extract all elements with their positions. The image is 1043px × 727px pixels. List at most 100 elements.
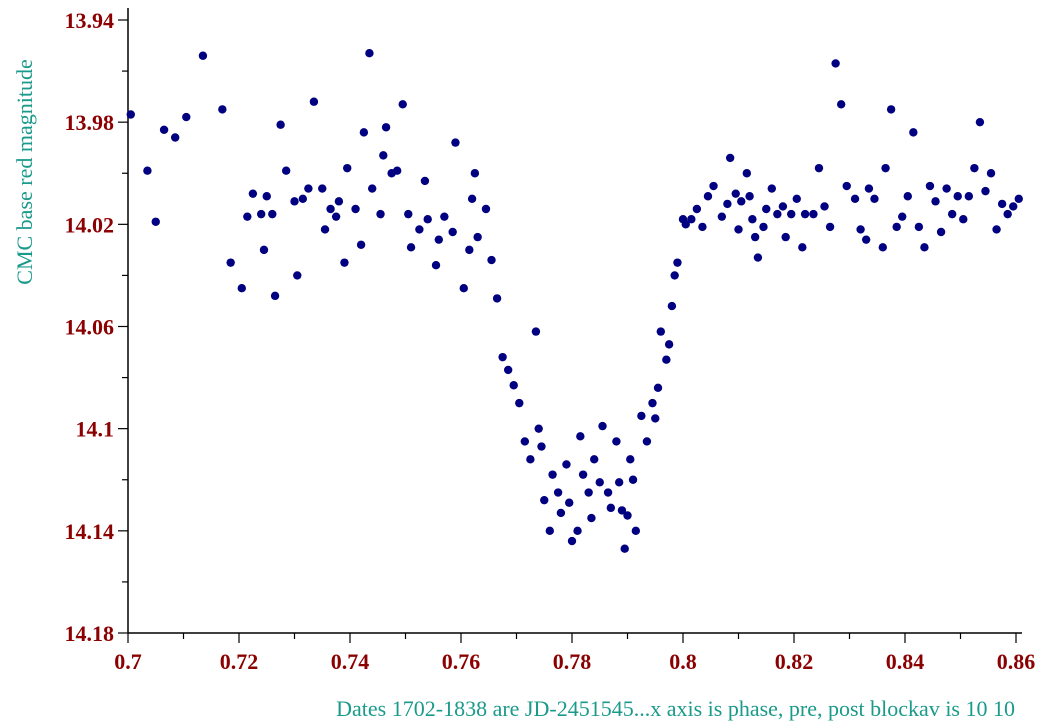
data-point [1003,209,1012,219]
data-point [268,209,277,219]
data-point [356,240,366,249]
data-point [595,478,604,487]
data-point [1009,202,1018,211]
data-point [623,511,632,520]
data-point [734,225,743,234]
data-point [556,508,566,518]
data-point [651,414,660,423]
data-point [545,526,554,536]
data-point [878,243,887,252]
data-point [126,110,135,119]
data-point [473,232,482,242]
data-point [392,166,402,175]
data-point [487,255,496,265]
data-point [304,184,313,193]
data-point [762,204,771,214]
data-point [584,488,593,497]
data-point [590,455,599,464]
data-point [717,212,727,221]
data-point [936,227,946,237]
data-point [864,184,874,193]
data-point [648,398,657,408]
data-point [587,513,596,523]
data-point [290,197,299,206]
data-point [281,166,291,175]
data-point [836,100,846,109]
x-axis-ticks: 0.7 0.72 0.74 0.76 0.78 0.8 0.82 0.84 0.86 [114,633,1035,674]
data-point [687,215,696,224]
data-point [509,381,518,390]
y-tick-label: 14.06 [65,315,115,340]
x-tick-label: 0.82 [775,649,814,674]
data-point [573,526,582,536]
x-tick-label: 0.84 [886,649,925,674]
data-point [451,138,460,147]
data-point [614,478,624,487]
data-point [920,243,929,252]
data-point [376,209,385,219]
data-point [842,181,851,191]
data-point [448,227,457,237]
data-point [578,470,588,479]
data-point [440,212,449,221]
data-point [620,544,629,553]
data-point [404,209,413,219]
data-point [767,184,776,193]
data-point [423,215,432,224]
y-tick-label: 14.02 [65,212,115,237]
data-point [626,455,635,464]
data-point [515,398,524,408]
data-point [1014,194,1023,203]
data-point [809,209,818,219]
data-point [534,424,543,433]
data-point [759,222,768,232]
data-point [975,117,985,127]
data-point [656,327,665,336]
data-point [670,271,679,280]
data-point [742,169,752,178]
data-point [537,442,546,451]
x-tick-label: 0.8 [669,649,697,674]
data-point [997,199,1007,209]
x-tick-label: 0.76 [442,649,481,674]
data-point [343,163,352,173]
data-point [298,194,308,203]
data-point [781,232,790,242]
data-point [467,194,477,203]
data-point [931,197,940,206]
data-point [326,204,335,214]
data-point [492,294,502,303]
data-point [459,283,468,293]
data-point [664,340,674,349]
data-point [531,327,541,336]
data-point [276,120,285,129]
data-point [831,59,840,68]
data-point [334,197,344,206]
data-point [667,301,677,311]
x-tick-label: 0.74 [331,649,370,674]
data-point [257,209,266,219]
data-point [603,488,613,497]
data-point [698,222,707,232]
data-point [617,506,627,515]
data-point [540,495,549,505]
data-point [825,222,835,232]
data-point [368,184,377,193]
data-point [259,245,269,255]
data-point [520,437,530,446]
data-point [631,526,641,536]
data-point [723,199,732,209]
data-point [159,125,169,135]
data-point [914,222,924,232]
data-point [243,212,252,221]
data-point [576,432,585,441]
data-point [953,192,962,201]
data-point [612,437,621,446]
y-tick-label: 14.1 [76,417,115,442]
data-point [814,163,824,173]
data-point [750,232,760,242]
x-axis-title: Dates 1702-1838 are JD-2451545...x axis … [336,696,1015,721]
data-point [773,209,782,219]
data-point [398,100,407,109]
